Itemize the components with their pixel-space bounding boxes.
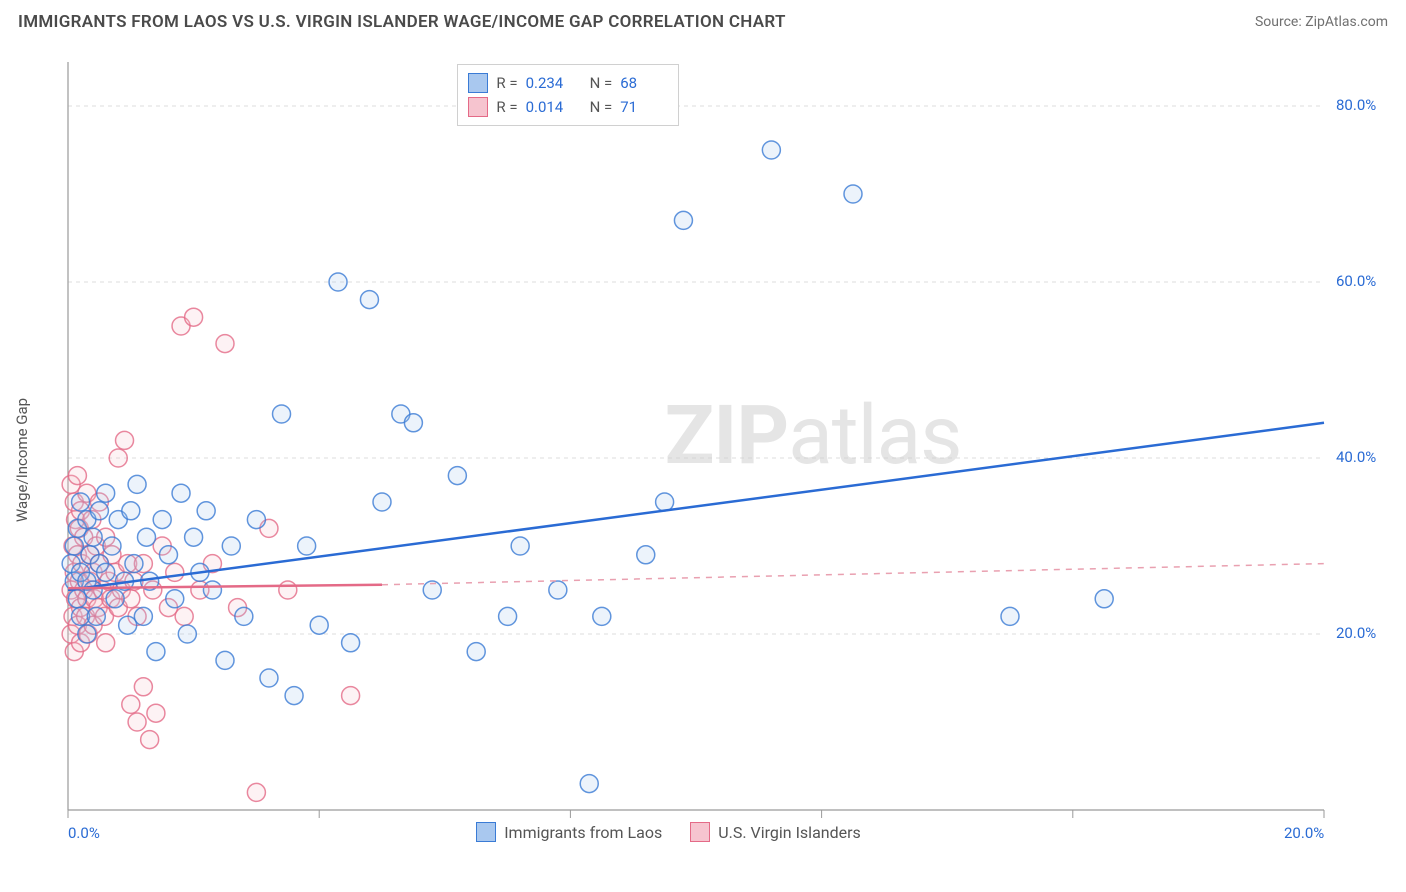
y-tick-label: 20.0% xyxy=(1336,624,1376,642)
legend-item: U.S. Virgin Islanders xyxy=(690,822,861,842)
r-label: R = xyxy=(496,74,517,92)
y-tick-label: 60.0% xyxy=(1336,272,1376,290)
legend-item: Immigrants from Laos xyxy=(476,822,662,842)
n-label: N = xyxy=(590,74,613,92)
legend-swatch xyxy=(468,73,488,93)
legend-correlation: R = 0.234 N = 68 R = 0.014 N = 71 xyxy=(457,64,679,126)
chart-title: IMMIGRANTS FROM LAOS VS U.S. VIRGIN ISLA… xyxy=(18,12,786,32)
r-value: 0.014 xyxy=(526,98,574,116)
legend-swatch xyxy=(468,97,488,117)
chart-header: IMMIGRANTS FROM LAOS VS U.S. VIRGIN ISLA… xyxy=(0,0,1406,40)
legend-label: U.S. Virgin Islanders xyxy=(718,823,861,842)
y-axis-label: Wage/Income Gap xyxy=(13,398,31,522)
y-tick-label: 40.0% xyxy=(1336,448,1376,466)
legend-row: R = 0.014 N = 71 xyxy=(468,95,668,119)
legend-swatch xyxy=(690,822,710,842)
n-label: N = xyxy=(590,98,613,116)
n-value: 68 xyxy=(620,74,668,92)
legend-row: R = 0.234 N = 68 xyxy=(468,71,668,95)
r-label: R = xyxy=(496,98,517,116)
legend-series: Immigrants from Laos U.S. Virgin Islander… xyxy=(476,822,861,842)
x-tick-label: 0.0% xyxy=(68,824,100,842)
scatter-plot xyxy=(50,50,1390,870)
source-label: Source: ZipAtlas.com xyxy=(1255,14,1388,30)
chart-area: Wage/Income Gap xyxy=(50,50,1390,870)
x-tick-label: 20.0% xyxy=(1284,824,1324,842)
n-value: 71 xyxy=(620,98,668,116)
r-value: 0.234 xyxy=(526,74,574,92)
y-tick-label: 80.0% xyxy=(1336,96,1376,114)
legend-label: Immigrants from Laos xyxy=(504,823,662,842)
legend-swatch xyxy=(476,822,496,842)
